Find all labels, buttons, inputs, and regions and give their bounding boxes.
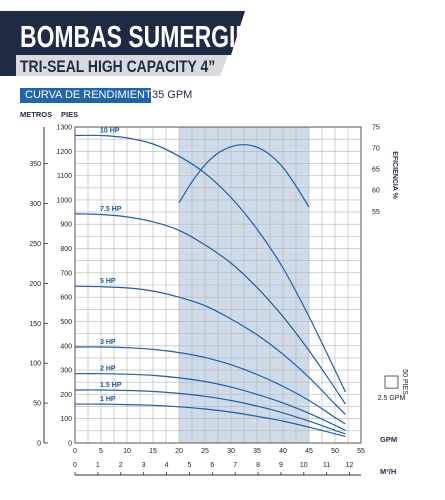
y-tick-label-400: 400 — [60, 343, 72, 350]
y2-tick-label-65: 65 — [372, 167, 380, 174]
x2-tick-label-3: 3 — [142, 462, 146, 469]
y-tick-label-100: 100 — [60, 416, 72, 423]
x-tick-label-20: 20 — [175, 448, 183, 455]
x2-tick-label-8: 8 — [256, 462, 260, 469]
plot-frame — [74, 126, 362, 444]
x-tick-label-35: 35 — [253, 448, 261, 455]
curve-10-hp — [74, 134, 346, 393]
y-tick-label-800: 800 — [60, 246, 72, 253]
y-metric-tick-label-100: 100 — [29, 361, 41, 368]
y-metric-axis-label: METROS — [20, 110, 52, 119]
x2-tick-label-12: 12 — [346, 462, 354, 469]
y2-axis-label: EFICIENCIA % — [391, 151, 398, 199]
x2-tick-label-10: 10 — [300, 462, 308, 469]
x2-tick-label-9: 9 — [279, 462, 283, 469]
x-tick-label-0: 0 — [73, 448, 77, 455]
y2-tick-label-55: 55 — [372, 209, 380, 216]
x-tick-label-55: 55 — [357, 448, 365, 455]
banner-subtitle-tab — [0, 55, 16, 76]
x-tick-label-10: 10 — [123, 448, 131, 455]
y-tick-label-700: 700 — [60, 270, 72, 277]
y-axis-label: PIES — [61, 110, 78, 119]
y-tick-label-200: 200 — [60, 392, 72, 399]
scale-key-height-label: 50 PIES — [401, 369, 408, 395]
y2-tick-label-70: 70 — [372, 146, 380, 153]
x-tick-label-5: 5 — [99, 448, 103, 455]
curve-1-5-hp — [74, 389, 346, 435]
x-tick-label-30: 30 — [227, 448, 235, 455]
curve-2-hp — [74, 373, 346, 431]
x-axis-label: GPM — [380, 435, 397, 444]
curve-5-hp — [74, 285, 346, 415]
x-tick-label-25: 25 — [201, 448, 209, 455]
y-tick-label-0: 0 — [68, 441, 72, 448]
series-label-2-hp: 2 HP — [100, 366, 116, 373]
curve-gpm-label: 35 GPM — [152, 89, 193, 101]
curve-1-hp — [74, 403, 346, 437]
y-tick-label-900: 900 — [60, 222, 72, 229]
x-tick-label-40: 40 — [279, 448, 287, 455]
y-metric-tick-label-350: 350 — [29, 161, 41, 168]
x2-tick-label-0: 0 — [73, 462, 77, 469]
y2-tick-label-60: 60 — [372, 188, 380, 195]
scale-key-width-label: 2.5 GPM — [378, 395, 406, 402]
y-tick-label-500: 500 — [60, 319, 72, 326]
efficiency-curve — [178, 144, 310, 208]
series-label-1-5-hp: 1.5 HP — [100, 382, 122, 389]
curve-3-hp — [74, 346, 346, 425]
x2-tick-label-7: 7 — [233, 462, 237, 469]
banner-title-band — [0, 11, 245, 55]
y-metric-tick-label-150: 150 — [29, 321, 41, 328]
series-label-5-hp: 5 HP — [100, 278, 116, 285]
scale-key-box — [384, 375, 399, 389]
banner-subtitle-band — [0, 55, 228, 76]
series-label-3-hp: 3 HP — [100, 339, 116, 346]
y-metric-tick-label-200: 200 — [29, 281, 41, 288]
y-metric-tick-label-50: 50 — [33, 401, 41, 408]
y-tick-label-600: 600 — [60, 295, 72, 302]
page-subtitle: TRI-SEAL HIGH CAPACITY 4” — [20, 57, 216, 76]
y-tick-label-1100: 1100 — [57, 173, 72, 180]
y-tick-label-1200: 1200 — [56, 149, 72, 156]
y-tick-label-1000: 1000 — [56, 197, 72, 204]
y-tick-label-1300: 1300 — [56, 125, 72, 132]
x2-tick-label-6: 6 — [210, 462, 214, 469]
page-title: BOMBAS SUMERGIBLES — [20, 19, 297, 54]
header-banner — [0, 11, 245, 76]
x2-tick-label-4: 4 — [165, 462, 169, 469]
series-label-10-hp: 10 HP — [100, 128, 120, 135]
y-metric-tick-label-250: 250 — [29, 241, 41, 248]
x2-tick-label-2: 2 — [119, 462, 123, 469]
x2-tick-label-1: 1 — [96, 462, 100, 469]
x-tick-label-15: 15 — [149, 448, 157, 455]
curve-label: CURVA DE RENDIMIENTO — [20, 88, 151, 103]
series-label-7-5-hp: 7.5 HP — [100, 206, 122, 213]
x2-tick-label-5: 5 — [187, 462, 191, 469]
curve-7-5-hp — [74, 213, 346, 405]
x2-axis-label: M³/H — [380, 467, 396, 476]
x-tick-label-50: 50 — [331, 448, 339, 455]
series-label-1-hp: 1 HP — [100, 396, 116, 403]
x2-tick-label-11: 11 — [323, 462, 330, 469]
y-metric-tick-label-0: 0 — [37, 441, 41, 448]
x-tick-label-45: 45 — [305, 448, 313, 455]
y-tick-label-300: 300 — [60, 368, 72, 375]
y2-tick-label-75: 75 — [372, 125, 380, 132]
y-metric-tick-label-300: 300 — [29, 201, 41, 208]
